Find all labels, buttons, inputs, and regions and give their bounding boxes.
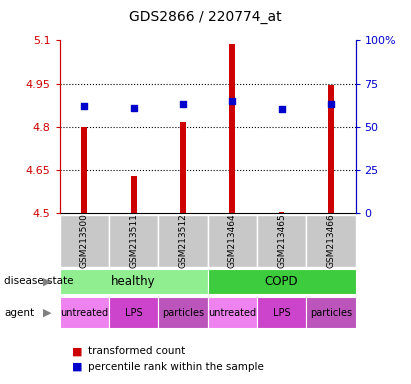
Text: untreated: untreated (60, 308, 109, 318)
Text: healthy: healthy (111, 275, 156, 288)
Text: LPS: LPS (125, 308, 142, 318)
Bar (60, 269, 208, 294)
Bar (60, 297, 109, 328)
Bar (60, 215, 109, 267)
Bar (257, 297, 306, 328)
Point (81, 103, 88, 109)
Point (180, 101, 186, 107)
Point (278, 106, 285, 113)
Text: ■: ■ (72, 346, 83, 356)
Bar (180, 122, 186, 213)
Text: GDS2866 / 220774_at: GDS2866 / 220774_at (129, 10, 282, 24)
Bar (306, 297, 356, 328)
Point (130, 104, 137, 111)
Bar (328, 85, 334, 213)
Text: GSM213465: GSM213465 (277, 214, 286, 268)
Bar (257, 215, 306, 267)
Text: GSM213512: GSM213512 (178, 214, 187, 268)
Text: ▶: ▶ (43, 276, 51, 286)
Text: GSM213466: GSM213466 (326, 214, 335, 268)
Text: particles: particles (162, 308, 204, 318)
Bar (109, 297, 158, 328)
Text: GSM213464: GSM213464 (228, 214, 237, 268)
Text: percentile rank within the sample: percentile rank within the sample (88, 362, 264, 372)
Bar (158, 215, 208, 267)
Bar (109, 215, 158, 267)
Bar (279, 212, 284, 213)
Text: COPD: COPD (265, 275, 298, 288)
Text: disease state: disease state (4, 276, 74, 286)
Text: transformed count: transformed count (88, 346, 186, 356)
Bar (81, 127, 87, 213)
Text: GSM213500: GSM213500 (80, 214, 89, 268)
Bar (229, 44, 235, 213)
Point (328, 101, 334, 107)
Text: agent: agent (4, 308, 34, 318)
Bar (158, 297, 208, 328)
Bar (306, 215, 356, 267)
Bar (131, 176, 136, 213)
Bar (208, 269, 356, 294)
Text: particles: particles (310, 308, 352, 318)
Bar (208, 297, 257, 328)
Text: untreated: untreated (208, 308, 256, 318)
Text: GSM213511: GSM213511 (129, 214, 138, 268)
Text: ▶: ▶ (43, 308, 51, 318)
Point (229, 98, 236, 104)
Bar (208, 215, 257, 267)
Text: ■: ■ (72, 362, 83, 372)
Text: LPS: LPS (273, 308, 290, 318)
